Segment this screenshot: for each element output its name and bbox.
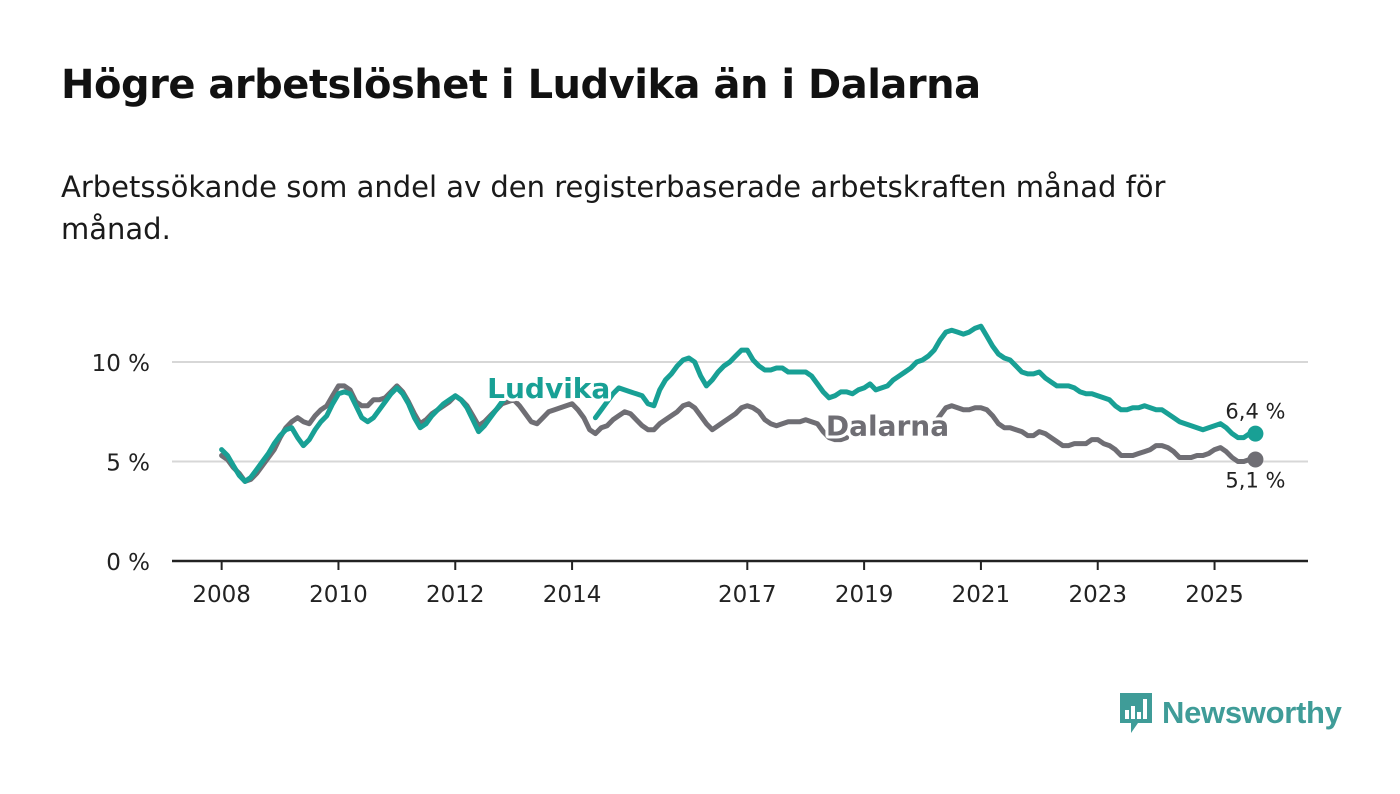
axes: 0 % 5 % 10 % 2008 2010 2012 2014 2017 2019 2021 20… [92,351,1308,608]
chart-title: Högre arbetslöshet i Ludvika än i Dalarn… [61,62,981,108]
series-line-ludvika [219,323,1258,484]
newsworthy-logo-icon [1120,693,1152,733]
end-point-dalarna [1247,451,1264,468]
gridlines [172,361,1308,463]
x-tick-label: 2014 [543,582,602,608]
x-tick-label: 2012 [426,582,485,608]
series-name-label-dalarna: Dalarna [826,410,949,443]
end-point-ludvika [1247,425,1264,442]
x-tick-label: 2017 [718,582,777,608]
x-tick-label: 2023 [1068,582,1127,608]
y-tick-label: 10 % [92,351,150,377]
y-tick-label: 5 % [106,451,150,477]
series-lines [219,323,1264,484]
x-tick-label: 2008 [192,582,251,608]
brand-name: Newsworthy [1162,695,1342,730]
chart-subtitle: Arbetssökande som andel av den registerb… [61,170,1166,246]
x-tick-label: 2025 [1185,582,1244,608]
y-tick-label: 0 % [106,550,150,576]
x-tick-label: 2021 [952,582,1011,608]
newsworthy-brand[interactable]: Newsworthy [1118,690,1342,736]
series-name-label-ludvika: Ludvika [487,372,610,405]
series-line-dalarna [219,383,1258,484]
x-tick-label: 2019 [835,582,894,608]
x-tick-label: 2010 [309,582,368,608]
end-value-label-ludvika: 6,4 % [1225,400,1285,424]
end-value-label-dalarna: 5,1 % [1225,469,1285,493]
series-labels: 5,1 % 6,4 % Ludvika Dalarna [484,369,1285,493]
